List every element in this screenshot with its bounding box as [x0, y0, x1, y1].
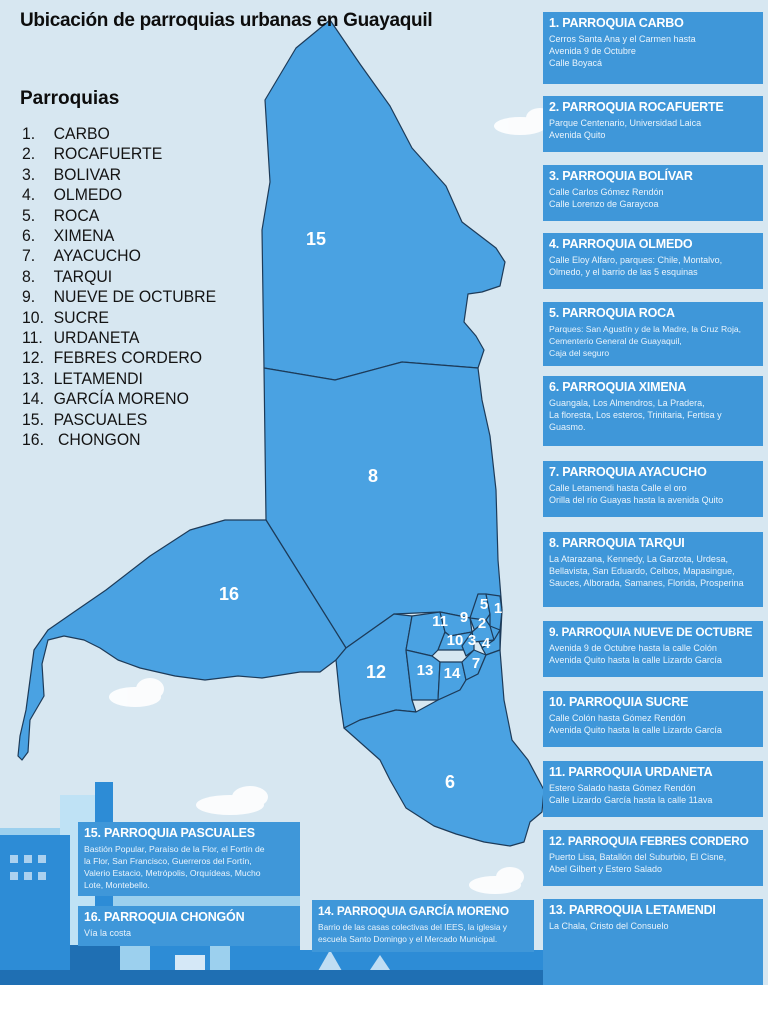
- info-card-ayacucho: 7. PARROQUIA AYACUCHO Calle Letamendi ha…: [543, 461, 763, 517]
- region-label-15: 15: [306, 229, 326, 249]
- region-label-3: 3: [468, 632, 476, 649]
- card-description: Parque Centenario, Universidad Laica Aven…: [549, 118, 702, 140]
- map-title: Ubicación de parroquias urbanas en Guaya…: [20, 10, 433, 31]
- legend-item: 13. LETAMENDI: [22, 368, 143, 388]
- legend-item: 16. CHONGON: [22, 430, 141, 450]
- info-card-rocafuerte: 2. PARROQUIA ROCAFUERTE Parque Centenari…: [543, 96, 763, 152]
- region-label-16: 16: [219, 584, 239, 604]
- parish-legend: 1. CARBO 2. ROCAFUERTE 3. BOLIVAR 4. OLMEDO …: [22, 124, 231, 451]
- legend-item: 10. SUCRE: [22, 307, 109, 327]
- info-card-ximena: 6. PARROQUIA XIMENA Guangala, Los Almend…: [543, 376, 763, 446]
- legend-item: 9. NUEVE DE OCTUBRE: [22, 287, 217, 307]
- info-card-pascuales: 15. PARROQUIA PASCUALES Bastión Popular,…: [78, 822, 300, 896]
- legend-item: 12. FEBRES CORDERO: [22, 348, 203, 368]
- legend-heading: Parroquias: [20, 88, 120, 109]
- legend-item: 5. ROCA: [22, 205, 100, 225]
- card-description: Calle Letamendi hasta Calle el oro Orilla…: [549, 483, 724, 505]
- region-label-8: 8: [368, 466, 378, 486]
- legend-item: 4. OLMEDO: [22, 185, 123, 205]
- card-title: 8. PARROQUIA TARQUI: [549, 536, 685, 550]
- card-description: La Chala, Cristo del Consuelo: [549, 921, 669, 931]
- info-card-urdaneta: 11. PARROQUIA URDANETA Estero Salado has…: [543, 761, 763, 817]
- card-description: Cerros Santa Ana y el Carmen hasta Avenid…: [549, 34, 696, 68]
- card-description: Barrio de las casas colectivas del IEES,…: [318, 922, 507, 944]
- card-description: Vía la costa: [84, 928, 132, 938]
- legend-item: 8. TARQUI: [22, 266, 113, 286]
- card-description: Estero Salado hasta Gómez Rendón Calle Li…: [549, 783, 713, 805]
- card-description: Avenida 9 de Octubre hasta la calle Coló…: [549, 643, 722, 665]
- card-title: 15. PARROQUIA PASCUALES: [84, 826, 255, 840]
- region-label-11: 11: [432, 613, 448, 630]
- info-card-sucre: 10. PARROQUIA SUCRE Calle Colón hasta Gó…: [543, 691, 763, 747]
- card-title: 10. PARROQUIA SUCRE: [549, 695, 689, 709]
- legend-item: 11. URDANETA: [22, 328, 140, 348]
- card-title: 14. PARROQUIA GARCÍA MORENO: [318, 904, 509, 918]
- legend-item: 7. AYACUCHO: [22, 246, 141, 266]
- region-label-1: 1: [494, 600, 502, 617]
- card-description: Bastión Popular, Paraíso de la Flor, el …: [84, 844, 265, 890]
- info-card-nueve-de-octubre: 9. PARROQUIA NUEVE DE OCTUBRE Avenida 9 …: [543, 621, 763, 677]
- card-title: 5. PARROQUIA ROCA: [549, 306, 675, 320]
- info-card-chongon: 16. PARROQUIA CHONGÓN Vía la costa: [78, 906, 300, 946]
- card-description: Calle Eloy Alfaro, parques: Chile, Monta…: [549, 255, 723, 277]
- info-card-febres-cordero: 12. PARROQUIA FEBRES CORDERO Puerto Lisa…: [543, 830, 763, 886]
- card-title: 6. PARROQUIA XIMENA: [549, 380, 687, 394]
- legend-item: 3. BOLIVAR: [22, 164, 121, 184]
- legend-item: 6. XIMENA: [22, 226, 115, 246]
- info-card-tarqui: 8. PARROQUIA TARQUI La Atarazana, Kenned…: [543, 532, 763, 607]
- card-description: La Atarazana, Kennedy, La Garzota, Urdes…: [549, 554, 744, 588]
- region-label-14: 14: [444, 665, 461, 682]
- card-title: 7. PARROQUIA AYACUCHO: [549, 465, 707, 479]
- region-label-2: 2: [478, 615, 486, 632]
- card-description: Calle Colón hasta Gómez Rendón Avenida Qu…: [549, 713, 722, 735]
- info-card-garcia-moreno: 14. PARROQUIA GARCÍA MORENO Barrio de la…: [312, 900, 534, 952]
- card-title: 12. PARROQUIA FEBRES CORDERO: [549, 834, 749, 848]
- parish-region-ximena[interactable]: [343, 649, 545, 847]
- parish-region-pascuales[interactable]: [261, 19, 506, 381]
- region-label-6: 6: [445, 772, 455, 792]
- card-description: Parques: San Agustín y de la Madre, la C…: [549, 324, 742, 358]
- clouds: [109, 80, 554, 894]
- parish-region-bolivar[interactable]: [461, 631, 475, 657]
- region-label-12: 12: [366, 662, 386, 682]
- region-label-5: 5: [480, 596, 488, 613]
- region-label-7: 7: [472, 655, 480, 672]
- legend-item: 2. ROCAFUERTE: [22, 144, 163, 164]
- info-card-bolivar: 3. PARROQUIA BOLÍVAR Calle Carlos Gómez …: [543, 165, 763, 221]
- card-title: 2. PARROQUIA ROCAFUERTE: [549, 100, 724, 114]
- info-card-olmedo: 4. PARROQUIA OLMEDO Calle Eloy Alfaro, p…: [543, 233, 763, 289]
- card-description: Guangala, Los Almendros, La Pradera, La f…: [549, 398, 722, 432]
- info-card-letamendi: 13. PARROQUIA LETAMENDI La Chala, Cristo…: [543, 899, 763, 985]
- card-title: 1. PARROQUIA CARBO: [549, 16, 684, 30]
- legend-item: 14. GARCÍA MORENO: [22, 389, 189, 409]
- region-label-10: 10: [447, 632, 464, 649]
- map-infographic: 15 8 16 12 6 11 9 5 1 2 10 3 4 13 14 7 U…: [0, 0, 768, 985]
- parish-region-rocafuerte[interactable]: [471, 619, 495, 643]
- card-description: Puerto Lisa, Batallón del Suburbio, El C…: [549, 852, 727, 874]
- legend-item: 1. CARBO: [22, 124, 110, 143]
- region-label-13: 13: [417, 662, 434, 679]
- region-label-9: 9: [460, 609, 468, 626]
- card-title: 9. PARROQUIA NUEVE DE OCTUBRE: [549, 625, 753, 639]
- card-description: Calle Carlos Gómez Rendón Calle Lorenzo d…: [549, 187, 664, 209]
- legend-item: 15. PASCUALES: [22, 409, 148, 429]
- parish-region-chongon[interactable]: [17, 519, 347, 761]
- card-title: 4. PARROQUIA OLMEDO: [549, 237, 693, 251]
- card-title: 16. PARROQUIA CHONGÓN: [84, 910, 245, 924]
- card-title: 13. PARROQUIA LETAMENDI: [549, 903, 716, 917]
- region-label-4: 4: [482, 635, 491, 652]
- card-title: 3. PARROQUIA BOLÍVAR: [549, 169, 693, 183]
- card-title: 11. PARROQUIA URDANETA: [549, 765, 713, 779]
- info-card-carbo: 1. PARROQUIA CARBO Cerros Santa Ana y el…: [543, 12, 763, 84]
- info-card-roca: 5. PARROQUIA ROCA Parques: San Agustín y…: [543, 302, 763, 366]
